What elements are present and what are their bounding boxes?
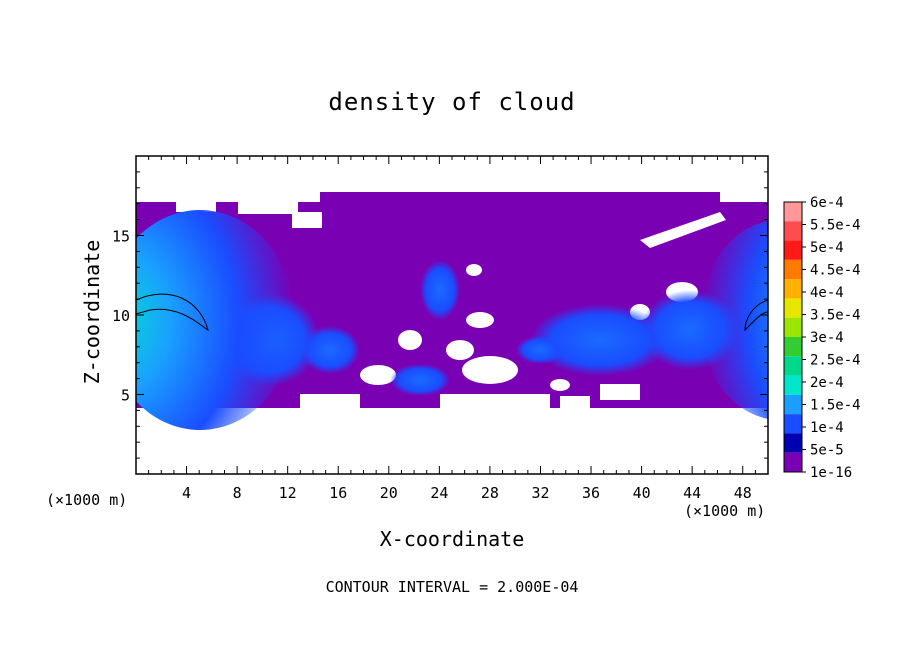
colorbar-label: 3e-4 [810,330,844,346]
colorbar-swatch [784,375,802,395]
x-tick-label: 44 [683,484,701,502]
colorbar-swatch [784,279,802,299]
colorbar-swatch [784,433,802,453]
colorbar-label: 5e-4 [810,240,844,256]
x-tick-label: 36 [582,484,600,502]
x-axis-label: X-coordinate [379,527,525,551]
x-tick-label: 24 [430,484,448,502]
cloud-layer-top [320,192,720,206]
colorbar-swatch [784,414,802,434]
x-tick-label: 16 [329,484,347,502]
x-tick-label: 12 [279,484,297,502]
colorbar: 6e-4 5.5e-4 5e-4 4.5e-4 4e-4 3.5e-4 3e-4 2.5e-4… [783,195,861,481]
colorbar-label: 5e-5 [810,443,844,459]
colorbar-label: 4e-4 [810,285,844,301]
colorbar-swatch [784,317,802,337]
colorbar-label: 1.5e-4 [810,398,861,414]
colorbar-label: 2e-4 [810,375,844,391]
colorbar-label: 6e-4 [810,195,844,211]
y-tick-label: 15 [112,228,130,246]
contour-line-left [136,293,209,332]
colorbar-swatch [784,221,802,241]
x-tick-label: 32 [531,484,549,502]
x-unit-right: (×1000 m) [684,502,766,520]
colorbar-label: 1e-16 [810,465,852,481]
colorbar-swatch [784,452,802,472]
colorbar-swatch [784,298,802,318]
colorbar-swatch [784,394,802,415]
colorbar-label: 1e-4 [810,420,844,436]
x-tick-label: 48 [734,484,752,502]
contour-line-right [744,299,768,332]
colorbar-swatch [784,240,802,260]
x-tick-label: 8 [233,484,242,502]
contour-interval-note: CONTOUR INTERVAL = 2.000E-04 [325,578,579,596]
x-unit-left: (×1000 m) [46,491,128,509]
colorbar-swatch [784,202,802,222]
dense-regions [136,210,768,430]
y-tick-label: 10 [112,307,130,325]
colorbar-swatch [784,337,802,357]
colorbar-swatch [784,356,802,376]
colorbar-label: 4.5e-4 [810,263,861,279]
y-tick-label: 5 [121,387,130,405]
x-tick-label: 28 [481,484,499,502]
colorbar-label: 2.5e-4 [810,353,861,369]
colorbar-label: 5.5e-4 [810,218,861,234]
colorbar-label: 3.5e-4 [810,308,861,324]
x-tick-label: 4 [182,484,191,502]
chart-title: density of cloud [328,88,576,116]
colorbar-swatch [784,259,802,280]
x-tick-label: 20 [380,484,398,502]
density-field [136,192,768,430]
x-tick-label: 40 [633,484,651,502]
y-axis-label: Z-coordinate [80,239,104,385]
